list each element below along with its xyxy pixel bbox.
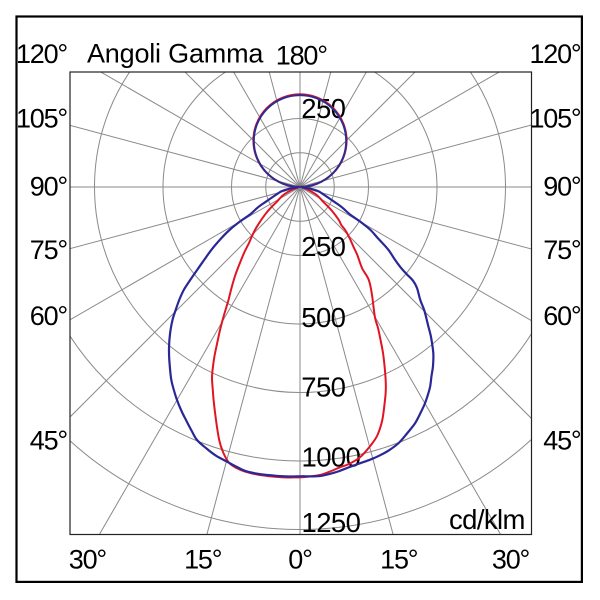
svg-text:15°: 15° [380,545,418,575]
svg-text:45°: 45° [543,426,581,456]
svg-text:105°: 105° [529,104,580,134]
svg-text:105°: 105° [16,104,67,134]
svg-text:1250: 1250 [302,507,361,538]
svg-text:15°: 15° [184,545,222,575]
svg-text:1000: 1000 [302,442,361,473]
svg-text:250: 250 [301,231,345,262]
svg-text:0°: 0° [288,545,312,575]
svg-text:500: 500 [301,302,345,333]
svg-text:750: 750 [301,371,345,402]
svg-text:250: 250 [301,93,345,124]
svg-text:60°: 60° [543,301,581,331]
svg-text:120°: 120° [529,39,580,69]
svg-text:30°: 30° [69,545,107,575]
svg-text:30°: 30° [492,545,530,575]
svg-text:75°: 75° [543,235,581,265]
svg-text:180°: 180° [276,41,327,71]
svg-text:cd/klm: cd/klm [449,504,525,535]
svg-text:90°: 90° [543,171,581,201]
svg-text:Angoli Gamma: Angoli Gamma [87,39,264,69]
svg-text:45°: 45° [30,426,68,456]
svg-text:90°: 90° [30,171,68,201]
svg-text:75°: 75° [30,235,68,265]
svg-text:120°: 120° [16,39,67,69]
svg-text:60°: 60° [30,301,68,331]
